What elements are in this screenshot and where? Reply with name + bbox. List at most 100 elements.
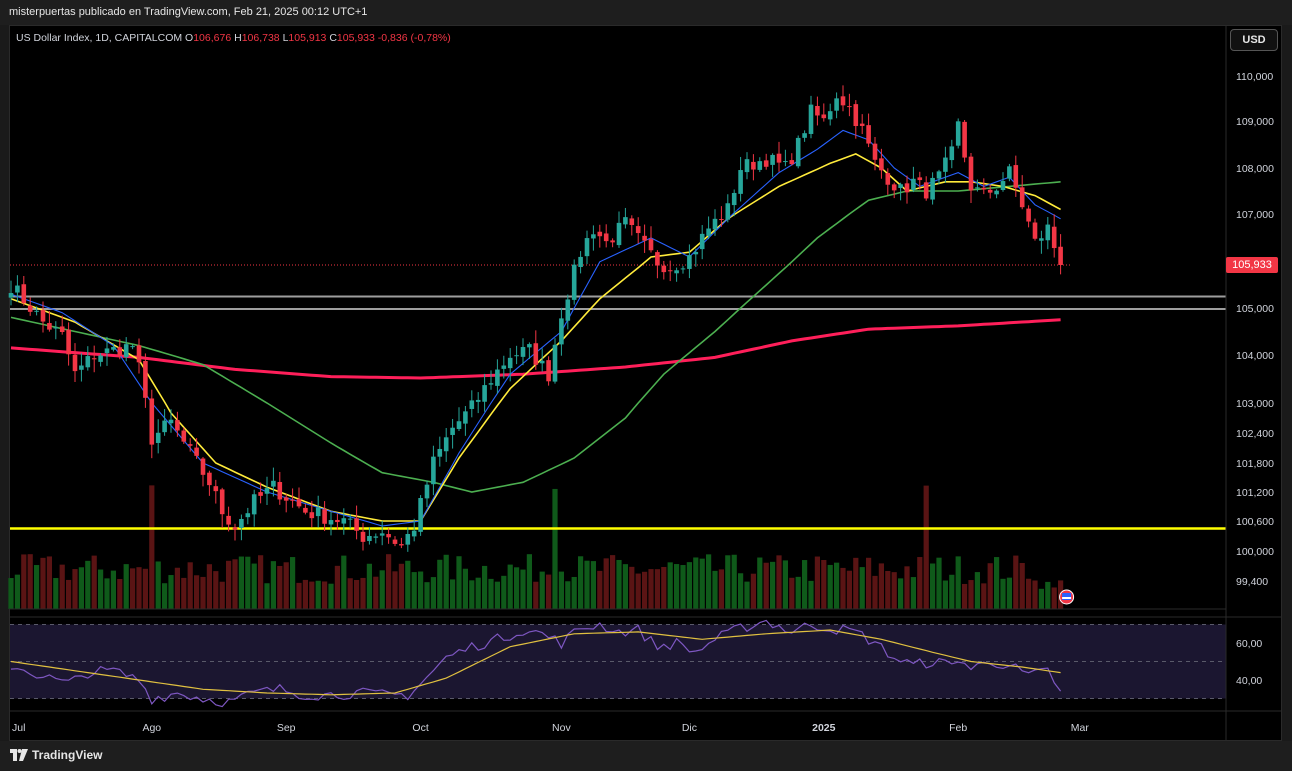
chart-frame[interactable] (9, 25, 1282, 741)
volume-bar (514, 567, 520, 609)
volume-bar (110, 570, 116, 609)
close-label: C (329, 32, 337, 44)
volume-bar (1045, 581, 1051, 609)
volume-bar (270, 561, 276, 609)
volume-bar (98, 569, 104, 609)
volume-bar (1013, 555, 1019, 609)
candle-body (968, 156, 974, 191)
volume-bar (296, 582, 302, 609)
brand-name: TradingView (32, 748, 103, 762)
price-tick-label: 109,000 (1236, 116, 1274, 128)
volume-bar (277, 565, 283, 609)
candle-body (642, 235, 647, 241)
candle-body (629, 218, 635, 225)
candle-body (495, 369, 500, 386)
volume-bar (1026, 578, 1032, 609)
us-flag-icon (1062, 597, 1072, 599)
volume-bar (584, 560, 590, 609)
candle-body (232, 527, 238, 530)
volume-bar (994, 557, 1000, 609)
close-value: 105,933 (336, 32, 375, 44)
volume-bar (360, 577, 366, 609)
candle-body (1000, 181, 1006, 190)
candle-body (386, 534, 391, 538)
candle-body (847, 106, 852, 108)
volume-bar (597, 570, 603, 609)
volume-bar (571, 576, 577, 609)
volume-bar (891, 572, 897, 609)
candle-body (994, 190, 999, 195)
candle-body (450, 427, 455, 435)
volume-bar (706, 554, 712, 609)
price-tick-label: 101,200 (1236, 487, 1274, 499)
candle-body (111, 347, 116, 350)
ma50-line (10, 181, 1061, 493)
volume-bar (21, 554, 27, 609)
volume-bar (72, 569, 78, 609)
candle-body (783, 161, 788, 163)
candle-body (981, 187, 987, 190)
candle-body (706, 228, 711, 236)
candle-body (731, 192, 737, 206)
candle-body (219, 489, 225, 515)
volume-bar (923, 485, 929, 609)
candle-body (859, 123, 865, 126)
candle-body (251, 494, 257, 515)
candle-body (194, 447, 199, 456)
volume-bar (520, 569, 526, 609)
volume-bar (712, 570, 718, 609)
candle-body (411, 530, 417, 537)
volume-bar (104, 578, 110, 609)
candle-body (360, 531, 366, 542)
currency-button[interactable]: USD (1230, 29, 1278, 51)
volume-bar (674, 564, 680, 609)
volume-bar (405, 560, 411, 609)
volume-bar (757, 557, 763, 609)
volume-bar (770, 561, 776, 609)
ma200-line (10, 318, 1061, 380)
candle-body (795, 137, 801, 167)
volume-bar (552, 488, 558, 609)
candle-body (328, 520, 334, 525)
candle-body (546, 360, 551, 382)
candle-body (258, 492, 263, 496)
candle-body (879, 158, 884, 171)
candle-body (271, 480, 276, 487)
volume-bar (872, 575, 878, 609)
open-label: O (185, 32, 194, 44)
volume-bar (424, 582, 430, 609)
low-label: L (282, 32, 289, 44)
candle-body (1058, 246, 1063, 265)
candle-body (207, 472, 212, 486)
volume-bar (661, 566, 667, 609)
candle-body (277, 482, 283, 500)
volume-bar (949, 574, 955, 609)
open-value: 106,676 (193, 32, 232, 44)
volume-bar (309, 581, 315, 609)
volume-bar (469, 580, 475, 609)
candle-body (840, 96, 846, 106)
volume-bar (14, 574, 20, 609)
candle-body (143, 360, 148, 398)
candle-body (456, 421, 462, 429)
volume-bar (648, 569, 654, 609)
volume-bar (117, 579, 123, 609)
brand-logo[interactable]: TradingView (10, 748, 102, 762)
candle-body (443, 437, 449, 452)
volume-bar (482, 565, 488, 609)
candle-body (635, 226, 641, 234)
volume-bar (974, 572, 980, 609)
volume-bar (123, 564, 129, 609)
volume-bar (1051, 587, 1057, 609)
volume-bar (629, 566, 635, 609)
candle-body (1013, 165, 1019, 188)
candle-body (501, 365, 507, 369)
candle-body (482, 385, 487, 402)
candle-body (975, 187, 980, 189)
volume-bar (693, 557, 699, 609)
candle-body (187, 444, 193, 446)
volume-bar (910, 577, 916, 609)
volume-bar (546, 574, 552, 609)
volume-bar (1032, 580, 1038, 609)
